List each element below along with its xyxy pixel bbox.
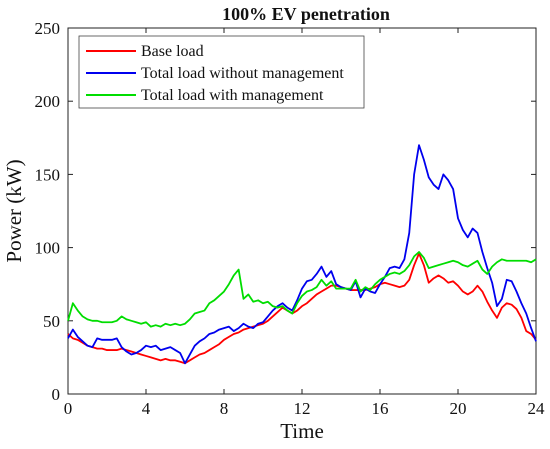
x-axis-ticks: 0 4 8 12 16 20 24 — [64, 28, 545, 418]
x-tick-label: 0 — [64, 399, 73, 418]
series-line-base-load — [67, 252, 537, 365]
series-line-total-load-without-management — [67, 144, 537, 365]
x-tick-label: 20 — [450, 399, 467, 418]
y-tick-label: 50 — [43, 312, 60, 331]
series-layer — [67, 144, 537, 365]
x-tick-label: 4 — [142, 399, 151, 418]
series-line-total-load-with-management — [67, 251, 537, 328]
x-tick-label: 8 — [220, 399, 229, 418]
y-axis-ticks: 0 50 100 150 200 250 — [35, 19, 536, 404]
y-axis-label: Power (kW) — [2, 159, 26, 262]
x-tick-label: 12 — [294, 399, 311, 418]
y-tick-label: 150 — [35, 165, 61, 184]
x-axis-label: Time — [280, 419, 324, 443]
x-tick-label: 16 — [372, 399, 389, 418]
y-tick-label: 100 — [35, 239, 61, 258]
legend-label-total-load-without-management: Total load without management — [141, 65, 344, 82]
y-tick-label: 0 — [52, 385, 61, 404]
legend-label-base-load: Base load — [141, 43, 204, 60]
x-tick-label: 24 — [528, 399, 546, 418]
chart-title: 100% EV penetration — [222, 4, 390, 24]
legend-label-total-load-with-management: Total load with management — [141, 87, 324, 104]
y-tick-label: 200 — [35, 92, 61, 111]
legend: Base load Total load without management … — [78, 35, 365, 109]
y-tick-label: 250 — [35, 19, 61, 38]
